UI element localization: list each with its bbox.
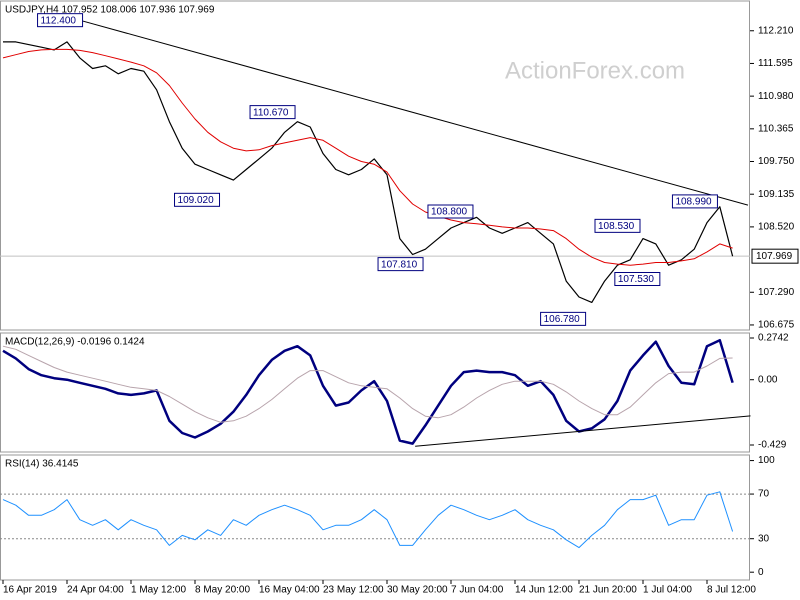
x-tick-label: 8 Jul 12:00	[707, 585, 756, 596]
current-price-box	[751, 248, 799, 264]
x-tick-label: 7 Jun 04:00	[451, 585, 504, 596]
x-tick-label: 14 Jun 12:00	[515, 585, 573, 596]
y-tick-label: 110.365	[758, 123, 794, 134]
trend-line	[415, 415, 751, 447]
series-line	[3, 41, 734, 303]
x-tick-label: 1 May 12:00	[131, 585, 186, 596]
y-tick-label: 0	[758, 567, 764, 578]
current-price-label: 107.969	[756, 251, 793, 262]
x-tick-label: 16 Apr 2019	[3, 585, 57, 596]
series-line	[2, 48, 733, 266]
series-line	[2, 491, 734, 549]
y-tick-label: 70	[758, 489, 770, 500]
y-tick-label: 100	[758, 455, 775, 466]
panel-frame	[0, 332, 750, 453]
x-tick-label: 16 May 04:00	[259, 585, 320, 596]
series-line	[2, 338, 734, 445]
panel-title: MACD(12,26,9) -0.0196 0.1424	[5, 337, 145, 348]
panel-title: RSI(14) 36.4145	[5, 459, 79, 470]
x-tick-label: 21 Jun 20:00	[579, 585, 637, 596]
x-tick-label: 23 May 12:00	[323, 585, 384, 596]
annotation-box	[671, 194, 718, 209]
x-tick-label: 8 May 20:00	[195, 585, 250, 596]
annotation-label: 106.780	[544, 314, 581, 325]
series-line	[2, 345, 733, 423]
annotation-label: 112.400	[41, 15, 77, 26]
y-tick-label: -0.429	[758, 440, 787, 451]
y-tick-label: 110.980	[758, 91, 794, 102]
y-tick-label: 0.2742	[758, 333, 789, 344]
annotation-label: 109.020	[178, 195, 215, 206]
x-tick-label: 1 Jul 04:00	[643, 585, 692, 596]
trend-line	[74, 18, 749, 206]
annotation-box	[249, 105, 296, 120]
annotation-box	[427, 204, 474, 219]
annotation-label: 108.530	[598, 221, 635, 232]
panel-frame	[0, 454, 750, 581]
x-tick-label: 24 Apr 04:00	[67, 585, 124, 596]
y-tick-label: 106.675	[758, 320, 795, 331]
y-tick-label: 109.135	[758, 189, 795, 200]
annotation-box	[377, 257, 424, 272]
y-tick-label: 109.750	[758, 156, 795, 167]
y-tick-label: 107.290	[758, 287, 795, 298]
watermark: ActionForex.com	[505, 57, 685, 84]
annotation-label: 110.670	[253, 107, 289, 118]
y-tick-label: 0.00	[758, 374, 778, 385]
annotation-box	[614, 272, 661, 287]
y-tick-label: 108.520	[758, 222, 795, 233]
annotation-label: 107.530	[618, 274, 655, 285]
annotation-label: 108.990	[675, 197, 712, 208]
annotation-label: 107.810	[381, 259, 418, 270]
annotation-box	[37, 13, 84, 28]
x-tick-label: 30 May 20:00	[387, 585, 448, 596]
panel-title: USDJPY,H4 107.952 108.006 107.936 107.96…	[5, 5, 215, 16]
annotation-box	[594, 218, 641, 233]
annotation-label: 108.800	[431, 207, 468, 218]
panel-frame	[0, 0, 750, 331]
y-tick-label: 111.595	[758, 58, 793, 69]
y-tick-label: 112.210	[758, 25, 794, 36]
annotation-box	[174, 192, 221, 207]
y-tick-label: 30	[758, 533, 770, 544]
annotation-box	[540, 311, 587, 326]
